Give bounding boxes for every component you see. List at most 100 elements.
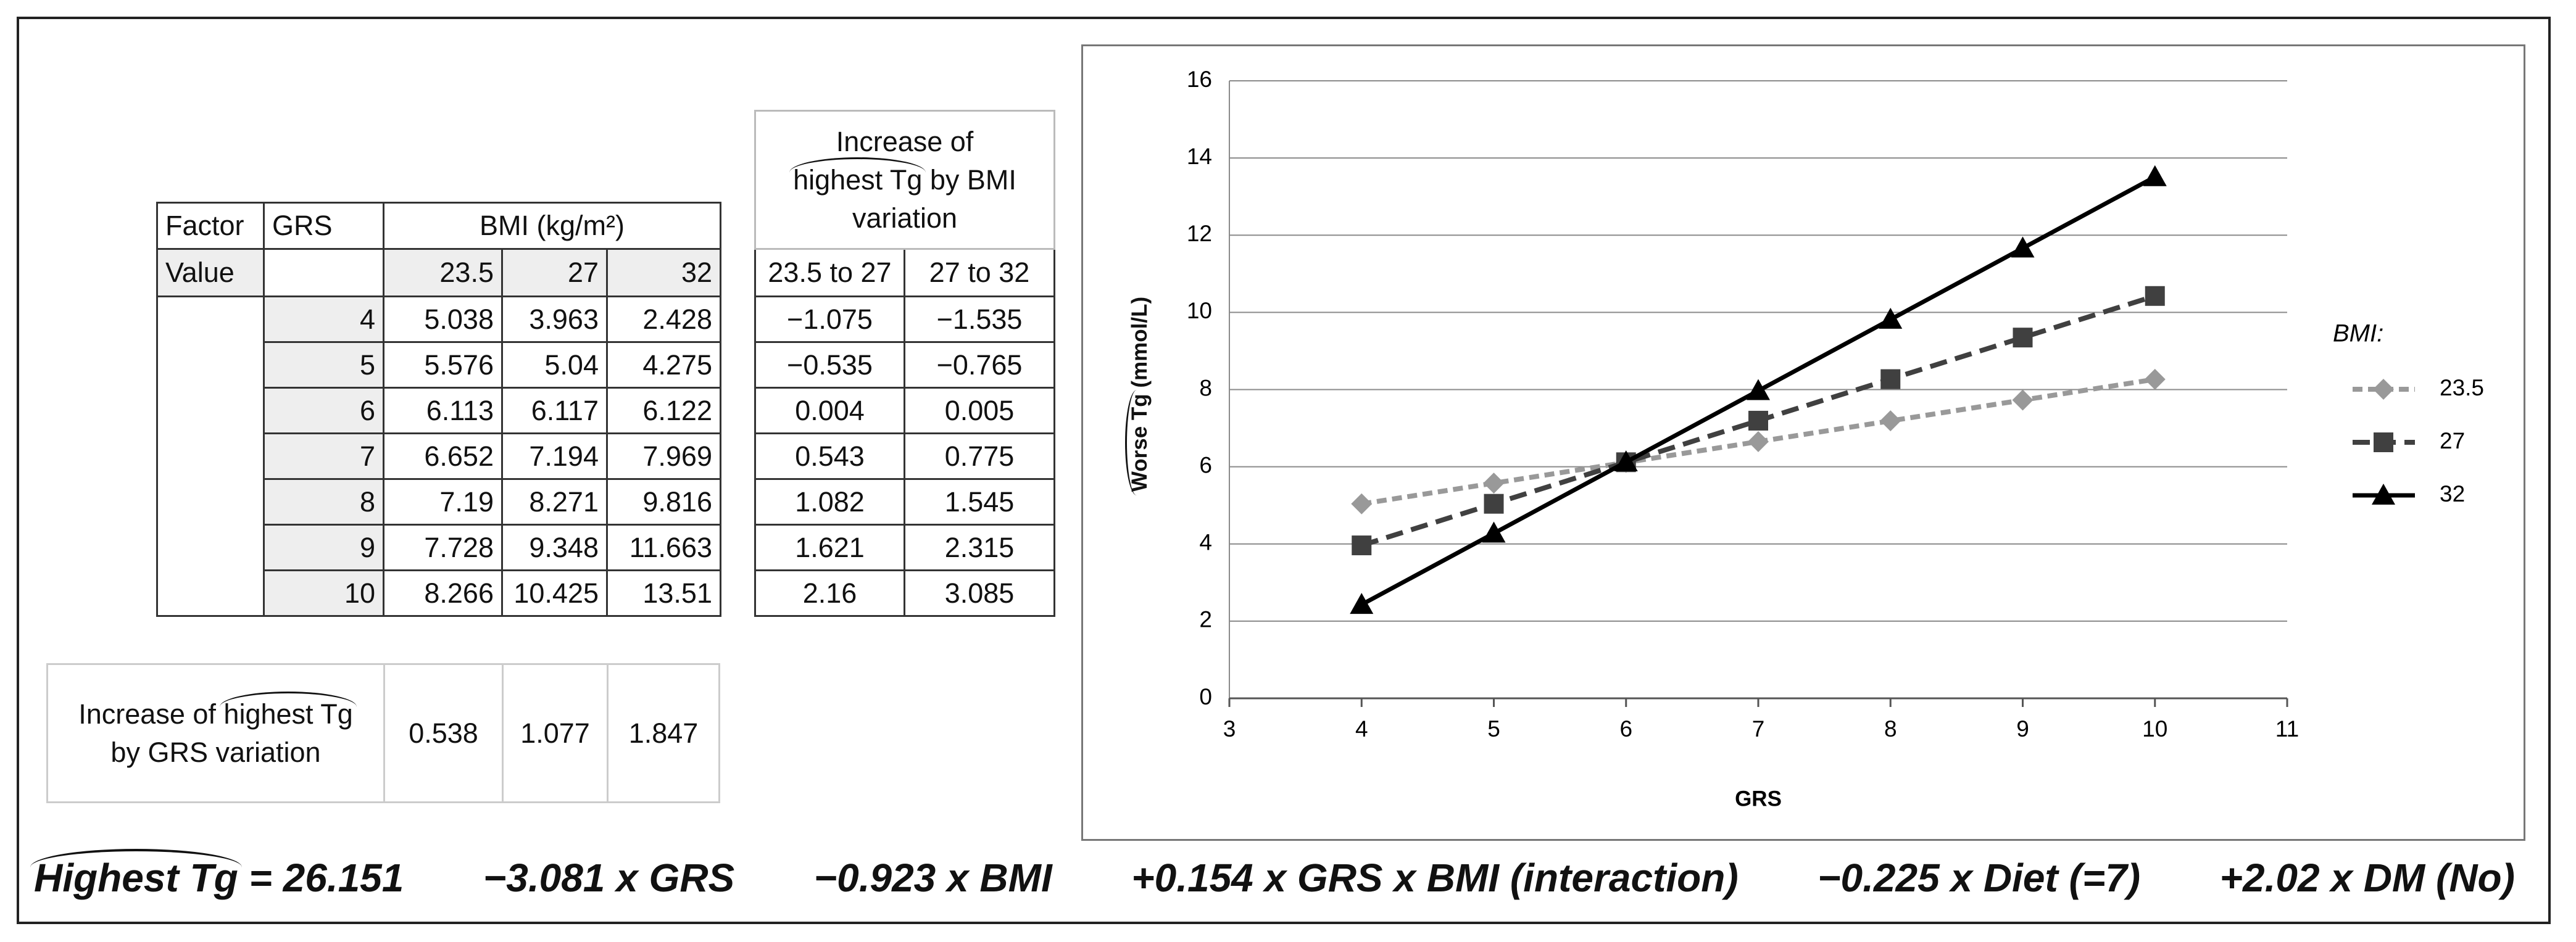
data-row: 10 8.266 10.425 13.51 xyxy=(157,569,721,617)
x-tick-label: 7 xyxy=(1752,716,1765,742)
marker xyxy=(1350,593,1374,614)
value-cell: 0.538 xyxy=(383,663,504,803)
equation-term: +2.02 x DM (No) xyxy=(2219,856,2515,900)
equation-lhs: Highest Tg xyxy=(30,849,242,900)
y-label-hat: Worse Tg xyxy=(1128,394,1152,492)
data-row: 5 5.576 5.04 4.275 xyxy=(157,341,721,389)
label-line: Increase of highest Tg xyxy=(56,691,376,733)
data-row: 9 7.728 9.348 11.663 xyxy=(157,524,721,571)
legend-marker xyxy=(2373,379,2394,400)
x-tick-label: 4 xyxy=(1355,716,1368,742)
blank-cell xyxy=(156,295,265,617)
value-cell: 2.16 xyxy=(754,569,905,617)
header-text: Increase of xyxy=(836,125,974,157)
equation-term: −0.225 x Diet (=7) xyxy=(1818,856,2141,900)
value-cell: 11.663 xyxy=(606,524,721,571)
y-axis-label: Worse Tg (mmol/L) xyxy=(1128,297,1152,492)
header-row: Factor GRS BMI (kg/m²) xyxy=(156,202,721,250)
y-tick-label: 2 xyxy=(1199,607,1212,632)
equation-term-group: +2.02 x DM (No) xyxy=(2220,855,2515,901)
equation-term-group: Highest Tg = 26.151 xyxy=(30,849,404,901)
value-cell: 5.038 xyxy=(383,295,503,343)
value-cell: −0.765 xyxy=(903,341,1056,389)
value-cell: 9.348 xyxy=(501,524,608,571)
data-row: −0.535 −0.765 xyxy=(754,341,1056,389)
x-axis-label: GRS xyxy=(1735,787,1782,811)
equation-term-group: +0.154 x GRS x BMI (interaction) xyxy=(1131,855,1738,901)
marker xyxy=(2011,236,2035,258)
value-cell: 1.545 xyxy=(903,478,1056,526)
value-cell: 4.275 xyxy=(606,341,721,389)
value-cell: 8.266 xyxy=(383,569,503,617)
x-tick-label: 3 xyxy=(1223,716,1236,742)
value-cell: 3.085 xyxy=(903,569,1056,617)
value-cell: −1.075 xyxy=(754,295,905,343)
bmi-variation-table: Increase of highest Tg by BMI variation 23… xyxy=(754,110,1056,617)
column-cell: 23.5 to 27 xyxy=(754,248,905,297)
value-cell: 2.428 xyxy=(606,295,721,343)
value-cell: 6.122 xyxy=(606,387,721,434)
legend-marker xyxy=(2372,484,2395,505)
grs-cell: 5 xyxy=(263,341,384,389)
x-tick-label: 11 xyxy=(2275,716,2299,742)
value-cell: 1.847 xyxy=(607,663,720,803)
marker xyxy=(1747,379,1770,400)
header-row: Increase of highest Tg by BMI variation xyxy=(754,110,1056,250)
value-cell: 0.004 xyxy=(754,387,905,434)
value-cell: 1.621 xyxy=(754,524,905,571)
grs-cell: 6 xyxy=(263,387,384,434)
marker xyxy=(2143,165,2167,186)
data-row: 1.082 1.545 xyxy=(754,478,1056,526)
header-cell: Factor xyxy=(156,202,265,250)
data-row: 6 6.113 6.117 6.122 xyxy=(157,387,721,434)
value-cell: −0.535 xyxy=(754,341,905,389)
data-row: 0.543 0.775 xyxy=(754,432,1056,480)
value-row: Value 23.5 27 32 xyxy=(156,248,721,297)
marker xyxy=(1482,521,1506,543)
grs-cell: 9 xyxy=(263,524,384,571)
chart-box: 0 2 4 6 8 10 12 14 16 3 4 5 6 7 8 9 10 11 GRS 23.5 27 32 BMI: xyxy=(1081,44,2525,841)
y-tick-label: 12 xyxy=(1187,221,1212,246)
marker xyxy=(1483,473,1505,494)
value-cell: 5.04 xyxy=(501,341,608,389)
marker xyxy=(1748,431,1769,452)
bmi-cell: 23.5 xyxy=(383,248,503,297)
marker xyxy=(1351,493,1373,514)
equation-term: = 26.151 xyxy=(249,856,404,900)
label-cell: Increase of highest Tg by GRS variation xyxy=(46,663,385,803)
data-row: 7 6.652 7.194 7.969 xyxy=(157,432,721,480)
value-cell: 0.005 xyxy=(903,387,1056,434)
x-tick-label: 6 xyxy=(1619,716,1632,742)
label-text: by GRS variation xyxy=(110,736,321,768)
marker xyxy=(1614,450,1638,471)
hat-text: highest Tg xyxy=(789,157,926,199)
value-cell: 7.728 xyxy=(383,524,503,571)
marker xyxy=(1748,410,1768,431)
equation-term-group: −0.225 x Diet (=7) xyxy=(1818,855,2140,901)
header-cell: BMI (kg/m²) xyxy=(383,202,721,250)
label-text: Increase of xyxy=(78,698,216,730)
value-cell: 1.077 xyxy=(502,663,609,803)
value-cell: 13.51 xyxy=(606,569,721,617)
header-cell: Increase of highest Tg by BMI variation xyxy=(754,110,1056,250)
y-label-unit: (mmol/L) xyxy=(1128,296,1152,388)
marker xyxy=(2013,328,2033,348)
legend-marker xyxy=(2374,432,2393,452)
value-cell: 7.194 xyxy=(501,432,608,480)
header-line: highest Tg by BMI variation xyxy=(763,157,1046,238)
y-tick-label: 10 xyxy=(1187,298,1212,323)
column-cell: 27 to 32 xyxy=(903,248,1056,297)
value-cell: 7.969 xyxy=(606,432,721,480)
marker xyxy=(1352,535,1372,556)
equation: Highest Tg = 26.151 −3.081 x GRS −0.923 x … xyxy=(30,844,2515,912)
grs-variation-table: Increase of highest Tg by GRS variation 0.… xyxy=(46,663,720,803)
frame xyxy=(17,17,2551,924)
value-label: Value xyxy=(156,248,265,297)
value-cell: 10.425 xyxy=(501,569,608,617)
grs-cell: 4 xyxy=(263,295,384,343)
hat-text: highest Tg xyxy=(220,691,357,733)
value-cell: 6.113 xyxy=(383,387,503,434)
marker xyxy=(1880,410,1901,432)
x-tick-label: 10 xyxy=(2142,716,2167,742)
